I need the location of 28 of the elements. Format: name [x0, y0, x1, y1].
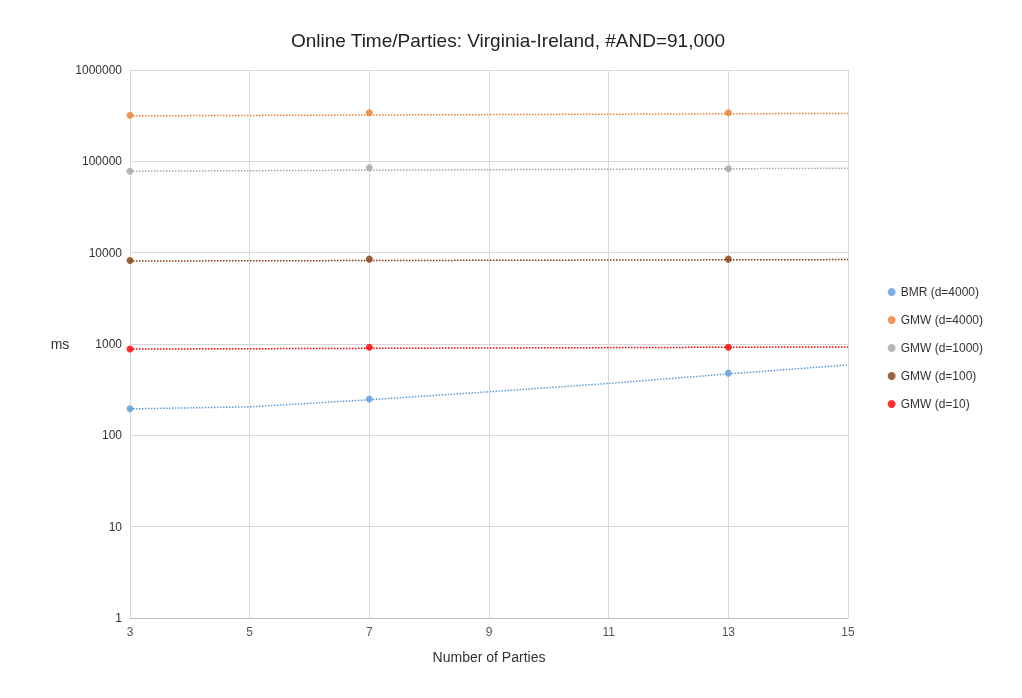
- y-tick-label: 10000: [88, 245, 123, 260]
- point: [724, 343, 732, 351]
- y-tick-label: 10: [108, 519, 123, 534]
- x-tick-label: 9: [485, 625, 493, 639]
- x-tick-label: 3: [126, 625, 134, 639]
- y-tick-label: 1000000: [75, 63, 123, 77]
- x-tick-label: 7: [365, 625, 373, 639]
- y-tick-label: 100000: [81, 154, 123, 169]
- y-tick-label: 1: [115, 611, 123, 625]
- point: [365, 164, 373, 172]
- point: [365, 343, 373, 351]
- x-tick-label: 13: [721, 625, 736, 639]
- point: [365, 255, 373, 263]
- legend-label: GMW (d=4000): [900, 313, 983, 327]
- x-tick-label: 11: [602, 625, 616, 639]
- x-tick-label: 15: [841, 625, 855, 639]
- y-tick-label: 1000: [95, 337, 123, 351]
- legend-label: GMW (d=10): [900, 397, 970, 411]
- x-axis-title: Number of Parties: [432, 649, 546, 665]
- point: [126, 257, 134, 265]
- legend-label: GMW (d=1000): [900, 341, 983, 355]
- y-tick-label: 100: [101, 428, 123, 443]
- point: [724, 165, 732, 173]
- y-axis-title: ms: [50, 336, 70, 352]
- legend-label: GMW (d=100): [900, 369, 977, 383]
- x-tick-label: 5: [246, 625, 254, 639]
- chart-title: Online Time/Parties: Virginia-Ireland, #AND=91,000: [290, 30, 726, 51]
- legend-label: BMR (d=4000): [900, 285, 980, 299]
